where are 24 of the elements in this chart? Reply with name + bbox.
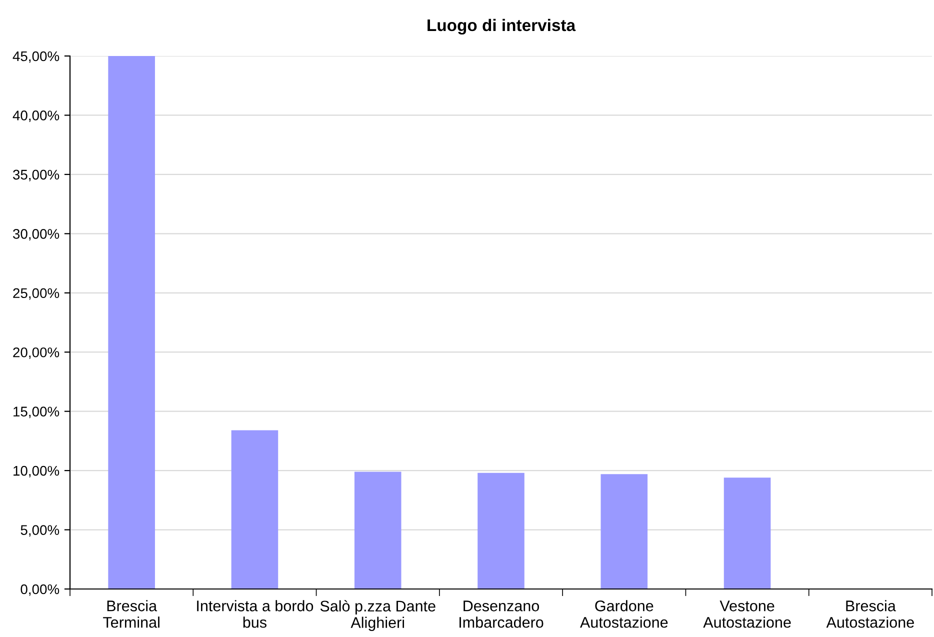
- y-tick-label: 40,00%: [12, 110, 60, 122]
- y-tick-label: 15,00%: [14, 406, 60, 418]
- x-tick-label: Intervista a bordo bus: [197, 600, 314, 628]
- x-tick-label: Brescia Terminal: [103, 600, 160, 628]
- x-tick-label: Salò p.zza Dante Alighieri: [320, 600, 436, 631]
- y-tick-label: 0,00%: [20, 584, 60, 596]
- y-tick-label: 25,00%: [13, 288, 60, 300]
- y-tick-label: 30,00%: [13, 229, 60, 240]
- x-tick-label: Vestone Autostazione: [703, 600, 791, 628]
- x-tick-label: Gardone Autostazione: [580, 600, 668, 628]
- chart-title: Luogo di intervista: [428, 18, 576, 35]
- x-tick-label: Desenzano Imbarcadero: [460, 600, 544, 628]
- y-tick-label: 20,00%: [13, 347, 60, 359]
- bar: [108, 56, 155, 589]
- y-tick-label: 10,00%: [14, 466, 60, 478]
- bar: [600, 474, 648, 589]
- x-tick-label: Brescia Autostazione: [826, 600, 914, 628]
- y-tick-label: 35,00%: [13, 170, 60, 182]
- bar: [231, 430, 278, 589]
- bar: [724, 478, 771, 589]
- y-tick-label: 45,00%: [12, 51, 60, 63]
- bar: [478, 472, 524, 589]
- bar: [354, 472, 402, 589]
- y-tick-label: 5,00%: [20, 525, 60, 537]
